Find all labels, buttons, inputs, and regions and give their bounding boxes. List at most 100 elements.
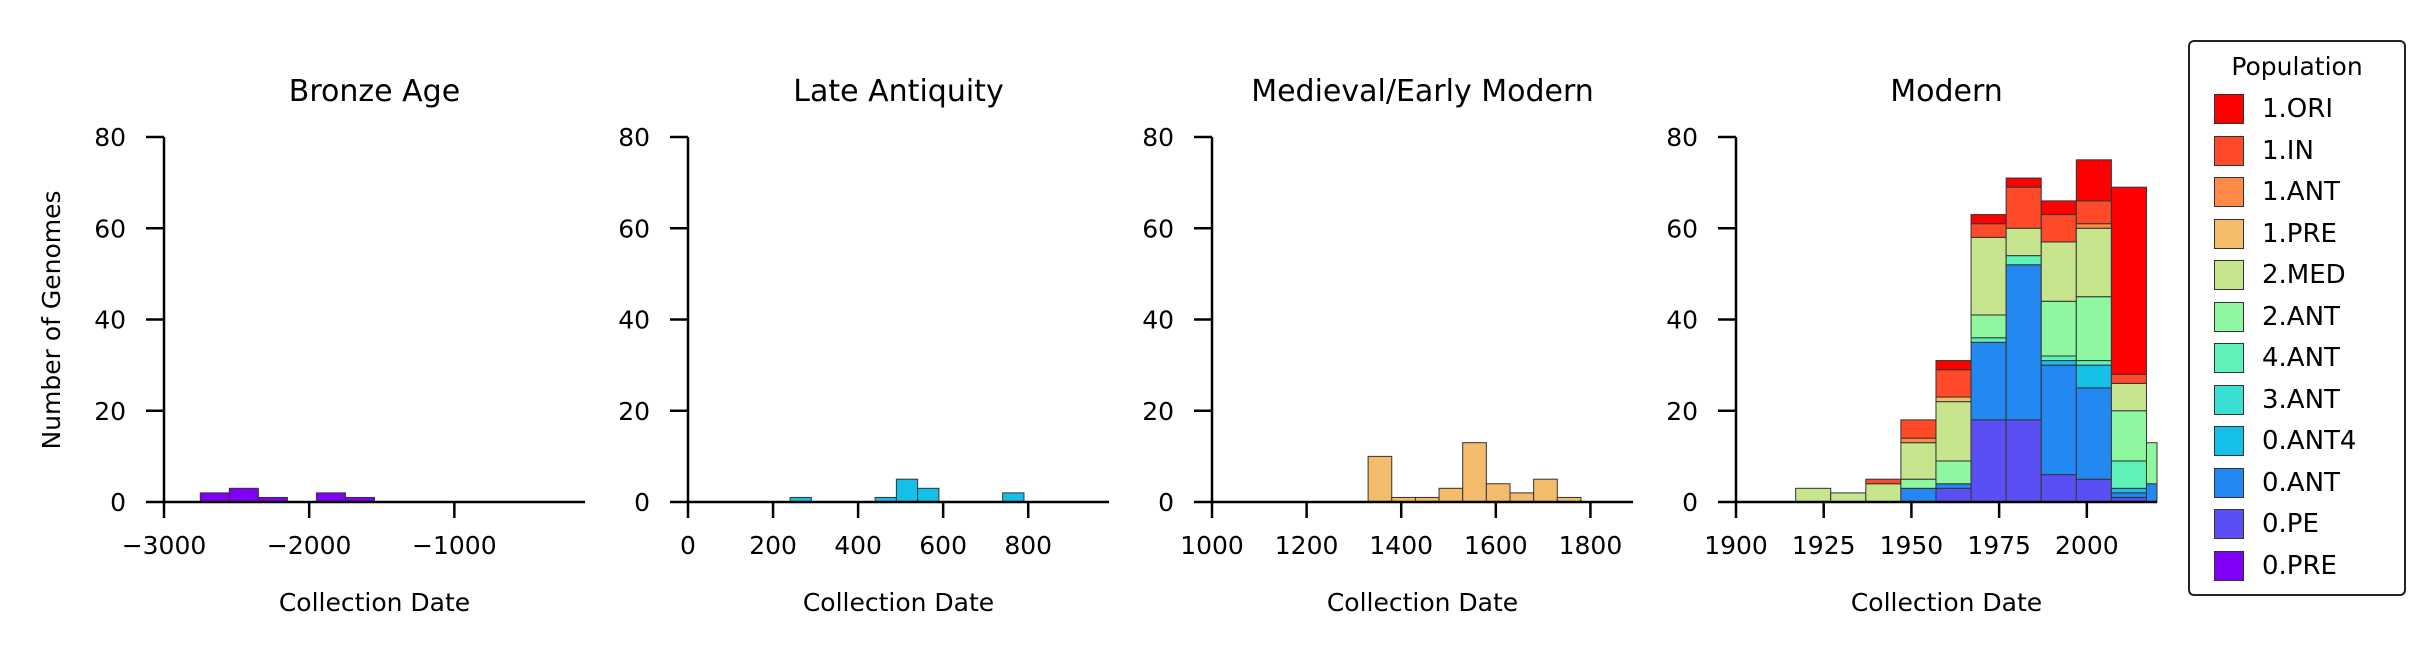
y-tick-label: 80: [1142, 123, 1174, 152]
y-tick-label: 0: [1158, 488, 1174, 517]
legend-item-0-ant4: 0.ANT4: [2214, 424, 2356, 458]
bar-0-ant-bin-11: [2145, 483, 2158, 503]
legend: Population 1.ORI 1.IN 1.ANT 1.PRE 2.MED 2.ANT…: [2188, 40, 2406, 596]
x-axis-label: Collection Date: [803, 588, 994, 617]
legend-swatch: [2214, 94, 2244, 124]
panel-title: Medieval/Early Modern: [1251, 74, 1594, 109]
y-tick-label: 0: [110, 488, 126, 517]
bar-1-ori-bin-9: [2075, 159, 2112, 202]
legend-swatch: [2214, 260, 2244, 290]
x-tick-label: 1000: [1180, 531, 1244, 560]
x-tick-label: 0: [680, 531, 696, 560]
x-tick-label: 1600: [1464, 531, 1528, 560]
y-tick-label: 60: [1666, 214, 1698, 243]
bar-1-ori-bin-6: [1970, 214, 2007, 225]
bar-0-ant4-bin-4: [917, 487, 940, 503]
y-tick-label: 0: [634, 488, 650, 517]
panel-1: Bronze Age Collection Date 0 20 40 60 80 −3000 −…: [94, 74, 585, 617]
bar-1-pre-bin-1: [1367, 455, 1393, 503]
y-tick-label: 0: [1682, 488, 1698, 517]
legend-swatch: [2214, 550, 2244, 581]
legend-label: 1.IN: [2262, 135, 2314, 166]
legend-label: 2.MED: [2262, 260, 2346, 290]
y-tick-label: 20: [94, 397, 126, 426]
legend-swatch: [2214, 426, 2244, 456]
bars: [1367, 442, 1582, 503]
panel-title: Late Antiquity: [793, 74, 1003, 109]
bar-0-pe-bin-8: [2040, 474, 2077, 503]
bar-1-in-bin-3: [1865, 478, 1902, 485]
bar-1-pre-bin-4: [1438, 487, 1464, 503]
legend-label: 1.ANT: [2262, 177, 2340, 207]
bar-0-pe-bin-5: [1935, 487, 1972, 503]
bar-0-ant4-bin-3: [895, 478, 919, 503]
bar-0-pe-bin-9: [2075, 478, 2112, 503]
bar-0-ant-bin-7: [2005, 264, 2042, 421]
legend-label: 0.PE: [2262, 509, 2319, 539]
legend-swatch: [2214, 509, 2244, 539]
bar-0-pre-bin-2: [228, 487, 259, 503]
bar-2-med-bin-2: [1830, 492, 1867, 503]
panel-title: Modern: [1890, 74, 2003, 109]
bar-1-ori-bin-8: [2040, 200, 2077, 216]
y-tick-label: 40: [1142, 306, 1174, 335]
bar-1-ori-bin-5: [1935, 360, 1972, 371]
legend-item-2-med: 2.MED: [2214, 258, 2346, 292]
bar-1-in-bin-5: [1935, 369, 1972, 398]
x-tick-label: 600: [919, 531, 967, 560]
x-tick-label: 200: [749, 531, 797, 560]
y-tick-label: 80: [1666, 123, 1698, 152]
y-tick-label: 60: [618, 214, 650, 243]
x-tick-label: −2000: [267, 531, 352, 560]
bar-0-ant-bin-8: [2040, 364, 2077, 476]
bar-0-ant4-bin-8: [2040, 360, 2077, 366]
y-tick-label: 40: [1666, 306, 1698, 335]
y-tick-label: 60: [1142, 214, 1174, 243]
bar-1-ant-bin-9: [2075, 223, 2112, 229]
bar-2-med-bin-6: [1970, 236, 2007, 316]
x-tick-label: 1800: [1559, 531, 1623, 560]
bar-1-pre-bin-6: [1485, 483, 1511, 503]
bar-1-pre-bin-8: [1533, 478, 1558, 503]
legend-swatch: [2214, 343, 2244, 373]
bar-1-in-bin-4: [1900, 419, 1937, 439]
legend-item-0-pe: 0.PE: [2214, 507, 2319, 541]
legend-item-0-ant: 0.ANT: [2214, 466, 2340, 500]
bar-2-med-bin-1: [1795, 487, 1832, 503]
bar-2-ant-bin-9: [2075, 296, 2112, 362]
bar-1-pre-bin-5: [1935, 396, 1972, 403]
bar-2-ant-bin-6: [1970, 314, 2007, 339]
x-tick-label: 400: [834, 531, 882, 560]
x-tick-label: 1900: [1704, 531, 1768, 560]
bar-2-med-bin-8: [2040, 241, 2077, 302]
bar-0-pre-bin-4: [315, 492, 346, 503]
x-tick-label: −1000: [412, 531, 497, 560]
legend-label: 1.ORI: [2262, 94, 2334, 124]
legend-title: Population: [2231, 52, 2363, 81]
legend-label: 4.ANT: [2262, 343, 2340, 373]
y-tick-label: 40: [618, 306, 650, 335]
legend-item-1-in: 1.IN: [2214, 134, 2314, 168]
bar-2-ant-bin-5: [1935, 460, 1972, 485]
bar-1-ori-bin-7: [2005, 177, 2042, 188]
bar-4-ant-bin-6: [1970, 337, 2007, 343]
bar-0-ant4-bin-9: [2075, 364, 2112, 389]
bar-2-med-bin-7: [2005, 227, 2042, 257]
legend-swatch: [2214, 384, 2244, 415]
bar-2-ant-bin-8: [2040, 300, 2077, 357]
bar-2-ant-bin-10: [2110, 410, 2147, 462]
bar-0-ant4-bin-5: [1002, 492, 1025, 503]
x-tick-label: 2000: [2055, 531, 2119, 560]
bar-1-in-bin-8: [2040, 214, 2077, 243]
y-tick-label: 20: [618, 397, 650, 426]
legend-item-1-ant: 1.ANT: [2214, 175, 2340, 209]
bars: [199, 487, 375, 503]
bars: [789, 478, 1025, 503]
x-axis-label: Collection Date: [1327, 588, 1518, 617]
x-tick-label: 1200: [1275, 531, 1339, 560]
y-axis-label: Number of Genomes: [37, 190, 66, 449]
bar-1-in-bin-9: [2075, 200, 2112, 225]
legend-swatch: [2214, 135, 2244, 166]
bars: [1795, 159, 2158, 503]
